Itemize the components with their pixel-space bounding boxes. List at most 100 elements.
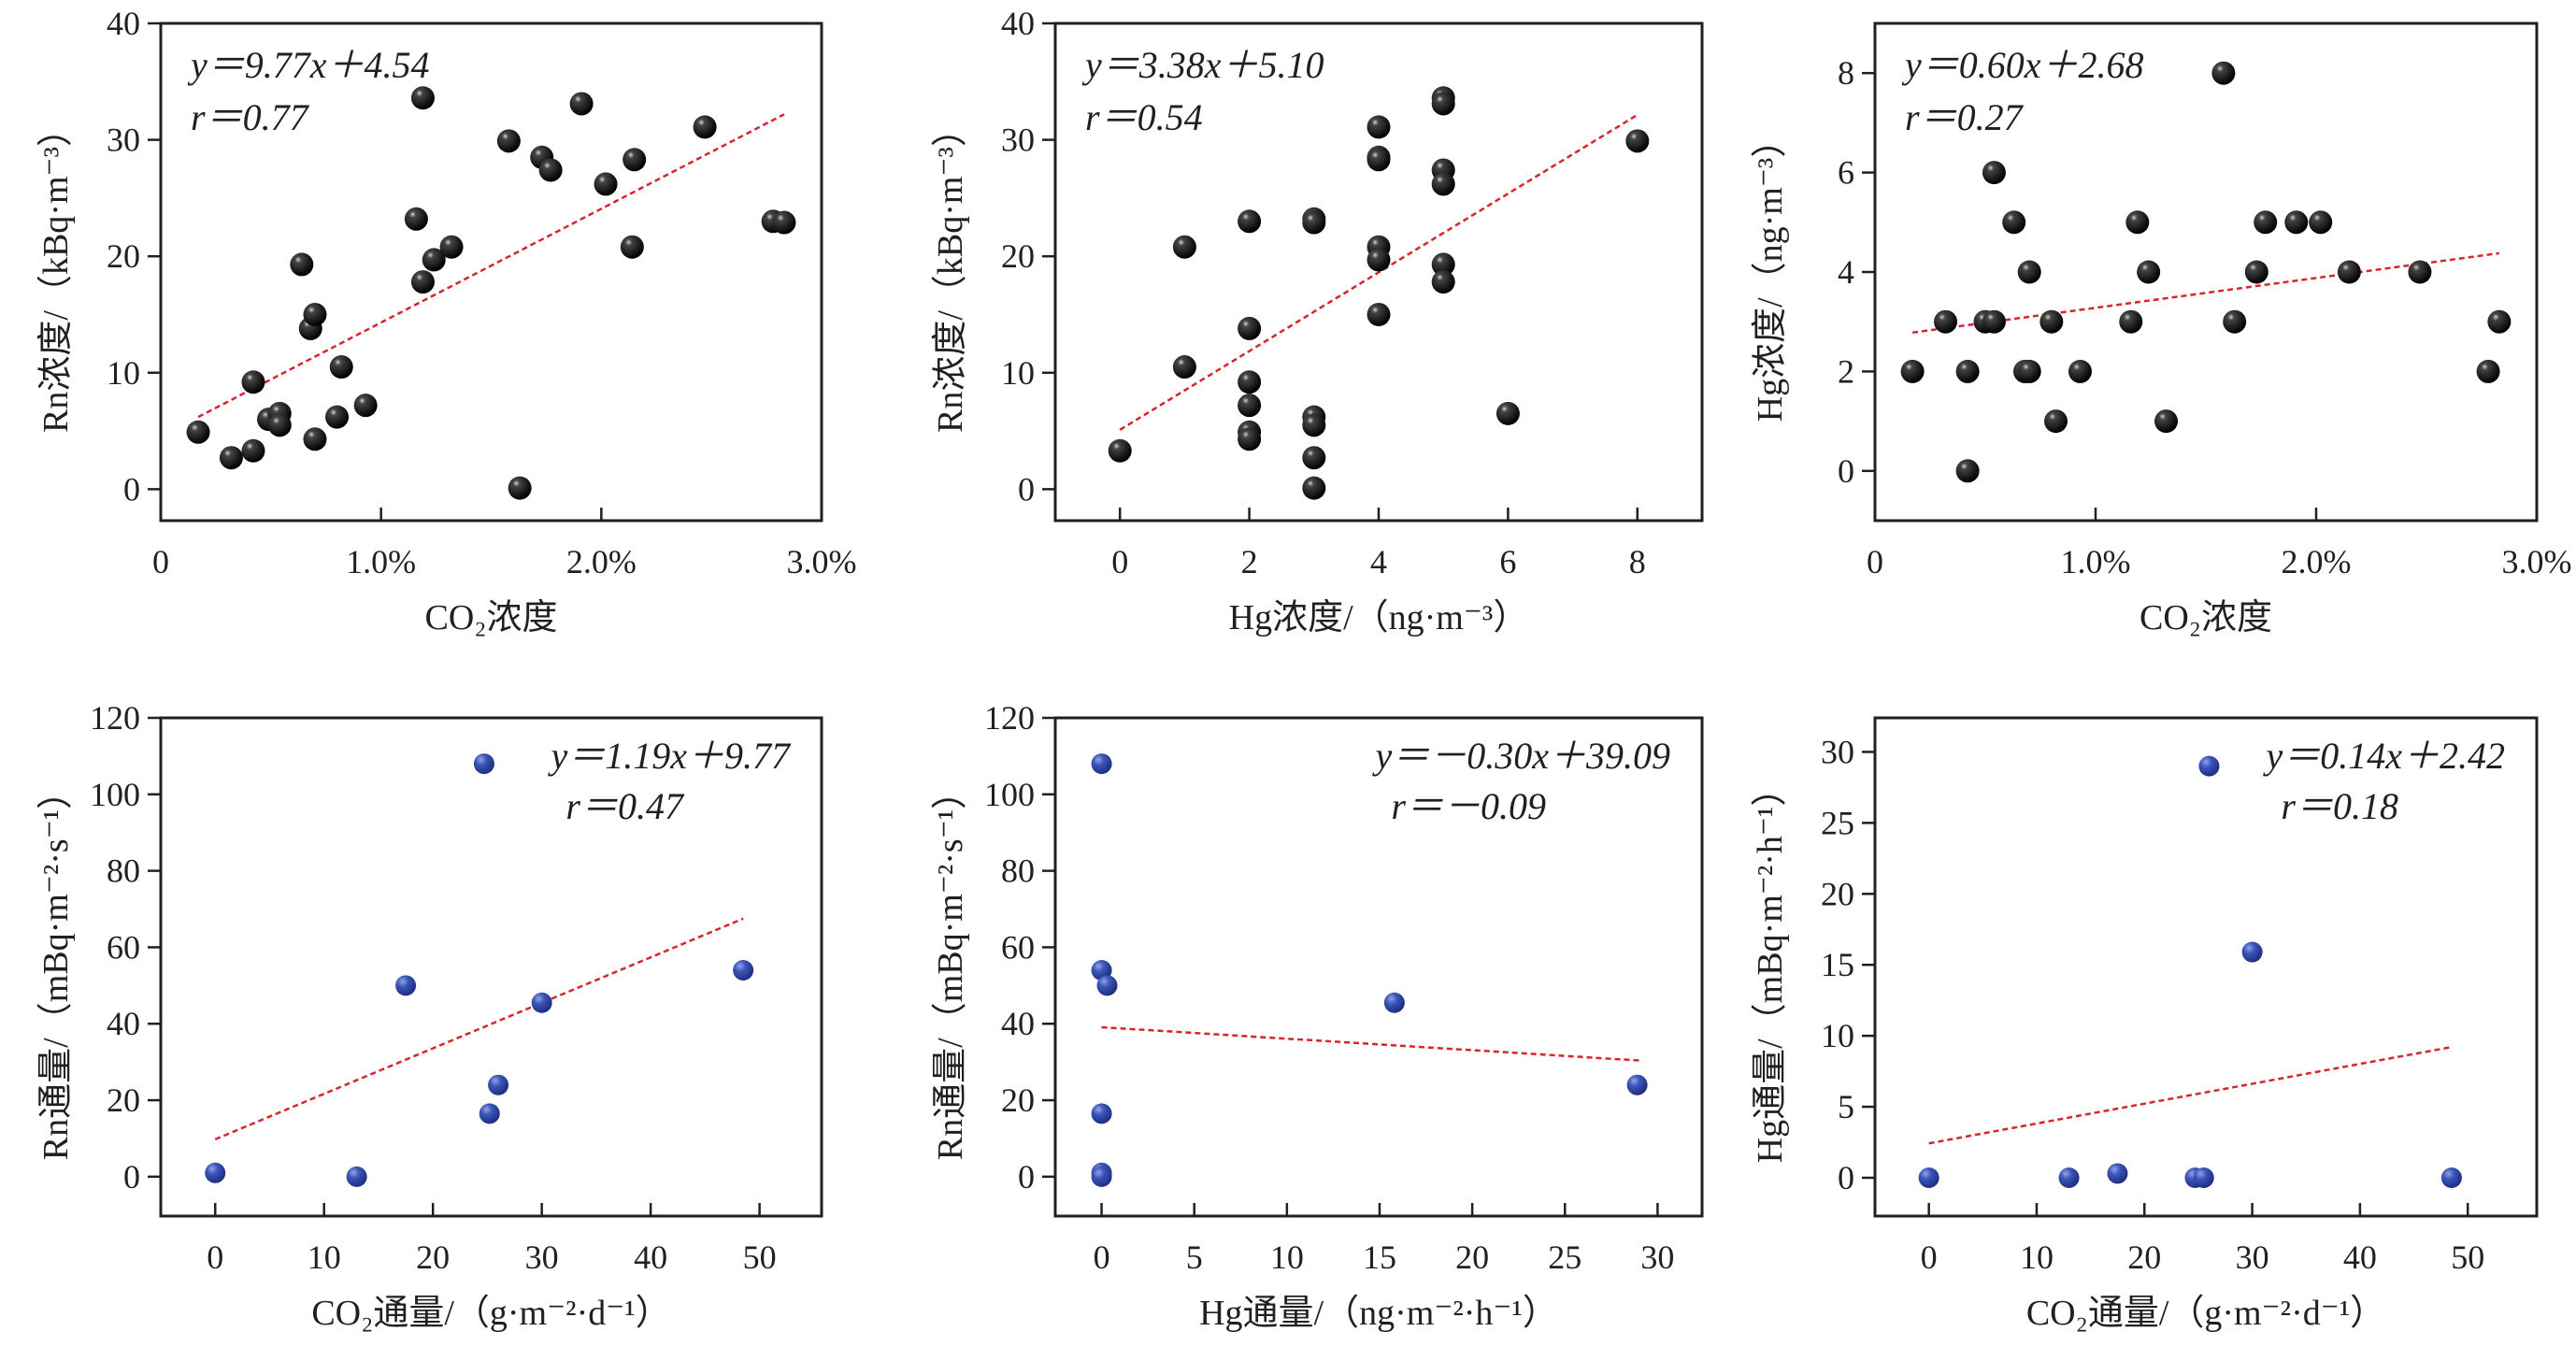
data-point (1982, 161, 2006, 185)
y-tick-label: 20 (1001, 1081, 1035, 1119)
trend-line (214, 917, 744, 1141)
x-tick-label: 10 (1270, 1239, 1304, 1276)
data-point (422, 248, 446, 272)
y-tick-label: 0 (123, 470, 140, 508)
data-point (2058, 1167, 2080, 1188)
trend-line (197, 113, 785, 419)
x-tick-label: 6 (1499, 543, 1516, 580)
x-tick-label: 0 (152, 543, 169, 580)
x-axis-label: CO₂通量/（g·m⁻²·d⁻¹） (311, 1294, 670, 1333)
y-tick-label: 25 (1821, 804, 1854, 841)
y-axis-label: Hg通量/（mBq·m⁻²·h⁻¹） (1751, 771, 1790, 1164)
y-tick-label: 40 (107, 1005, 140, 1042)
x-tick-label: 15 (1363, 1239, 1396, 1276)
trend-line (1101, 1025, 1639, 1062)
x-tick-label: 3.0% (787, 543, 857, 580)
x-tick-label: 40 (634, 1239, 667, 1276)
x-tick-label: 20 (416, 1239, 450, 1276)
data-point (1096, 975, 1118, 996)
data-point (1955, 459, 1980, 483)
data-point (1302, 413, 1326, 437)
data-point (219, 446, 243, 470)
plot-frame (159, 21, 823, 523)
data-point (395, 975, 417, 996)
regression-equation: y＝9.77x＋4.54 (187, 44, 430, 86)
y-tick-label: 100 (984, 776, 1035, 813)
data-point (1496, 401, 1520, 425)
data-point (290, 252, 314, 277)
data-point (2017, 260, 2041, 284)
regression-equation: y＝0.14x＋2.42 (2262, 735, 2505, 777)
y-tick-label: 30 (107, 122, 140, 159)
y-tick-label: 20 (1001, 237, 1035, 275)
data-point (1172, 355, 1196, 379)
y-axis-label: Hg浓度/（ng·m⁻³） (1751, 122, 1790, 422)
data-point (410, 86, 435, 110)
data-point (410, 270, 435, 294)
panel-co2-flux-vs-rn-flux: 0 10 20 30 40 50 0 20 40 60 80 100 120 CO₂通量/（g·m⁻²·d… (36, 699, 823, 1333)
data-point (1625, 129, 1650, 153)
data-point (1238, 209, 1262, 234)
data-point (2241, 941, 2263, 963)
x-tick-label: 20 (2127, 1239, 2161, 1276)
x-tick-label: 2.0% (566, 543, 637, 580)
data-point (325, 405, 350, 429)
data-point (1918, 1167, 1939, 1188)
y-axis-label: Rn通量/（mBq·m⁻²·s⁻¹） (931, 774, 970, 1160)
correlation-coefficient: r＝0.47 (565, 785, 685, 827)
x-tick-label: 50 (2451, 1239, 2484, 1276)
y-tick-label: 20 (107, 237, 140, 275)
x-tick-label: 5 (1186, 1239, 1203, 1276)
y-tick-label: 20 (1821, 875, 1854, 912)
data-point (508, 476, 532, 500)
data-point (2107, 1163, 2128, 1184)
correlation-coefficient: r＝0.18 (2281, 785, 2398, 827)
y-tick-label: 120 (90, 699, 140, 737)
panel-co2-vs-rn-conc: 0 1.0% 2.0% 3.0% 0 10 20 30 40 CO₂浓度 Rn浓度/（kBq·m⁻³… (36, 5, 857, 637)
data-point (2039, 309, 2064, 334)
data-point (1982, 309, 2006, 334)
x-tick-label: 2 (1241, 543, 1258, 580)
data-point (1367, 302, 1391, 326)
x-tick-label: 0 (1921, 1239, 1938, 1276)
data-point (1626, 1074, 1648, 1095)
y-tick-label: 0 (123, 1158, 140, 1196)
data-point (2487, 309, 2512, 334)
data-point (1955, 359, 1980, 383)
y-tick-label: 30 (1001, 122, 1035, 159)
data-point (2309, 210, 2333, 235)
trend-line (1911, 251, 2500, 335)
data-point (1238, 370, 1262, 394)
x-tick-label: 10 (2020, 1239, 2054, 1276)
data-point (404, 207, 428, 231)
data-point (1383, 992, 1405, 1013)
data-point (2137, 260, 2161, 284)
data-point (1091, 1166, 1112, 1187)
data-point (2440, 1167, 2462, 1188)
x-tick-label: 1.0% (2061, 543, 2131, 580)
data-point (2254, 210, 2278, 235)
x-tick-label: 25 (1548, 1239, 1581, 1276)
data-point (2119, 309, 2143, 334)
y-tick-label: 10 (1821, 1017, 1854, 1054)
data-point (1238, 427, 1262, 451)
data-point (353, 394, 378, 418)
x-axis-label: CO₂浓度 (424, 598, 557, 637)
data-point (473, 753, 494, 775)
data-point (439, 235, 464, 259)
regression-equation: y＝1.19x＋9.77 (547, 735, 792, 777)
y-tick-label: 20 (107, 1081, 140, 1119)
data-point (2193, 1167, 2214, 1188)
x-tick-label: 20 (1455, 1239, 1489, 1276)
data-point (772, 210, 796, 235)
y-tick-label: 5 (1838, 1088, 1854, 1125)
data-point (488, 1074, 509, 1095)
y-tick-label: 60 (107, 928, 140, 966)
data-point (1900, 359, 1925, 383)
data-point (303, 427, 327, 451)
trend-line (1119, 113, 1639, 431)
data-point (538, 158, 563, 182)
data-point (1238, 394, 1262, 418)
y-tick-label: 80 (107, 852, 140, 890)
